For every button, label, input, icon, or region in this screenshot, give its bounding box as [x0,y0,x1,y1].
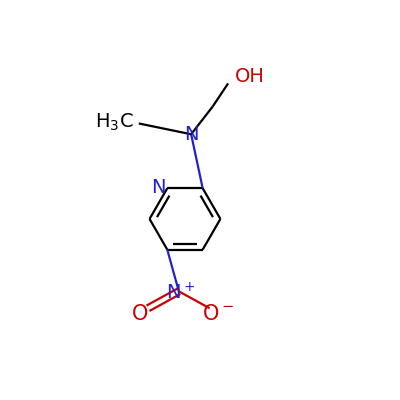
Text: N: N [151,178,166,196]
Text: H$_3$C: H$_3$C [94,111,133,132]
Text: OH: OH [235,67,265,86]
Text: N: N [184,125,199,144]
Text: O$^-$: O$^-$ [202,304,234,324]
Text: O: O [132,304,148,324]
Text: N$^+$: N$^+$ [166,282,195,304]
